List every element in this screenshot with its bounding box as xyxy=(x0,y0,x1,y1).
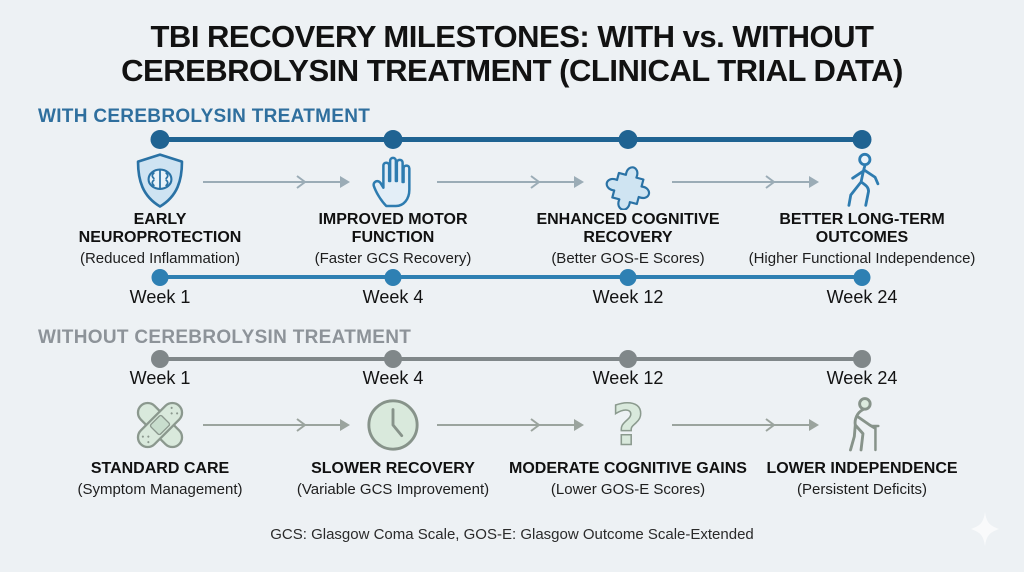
without-timeline-line xyxy=(160,357,864,361)
week-label: Week 12 xyxy=(592,287,664,307)
milestone-title: BETTER LONG-TERM OUTCOMES xyxy=(779,211,945,247)
timeline-dot xyxy=(852,130,872,149)
page-title-line2: CEREBROLYSIN TREATMENT (CLINICAL TRIAL D… xyxy=(121,53,903,89)
svg-text:?: ? xyxy=(612,394,645,456)
milestone-title: STANDARD CARE xyxy=(90,460,230,477)
week-dot xyxy=(619,269,637,286)
hand-icon xyxy=(348,151,438,211)
arrow-icon xyxy=(670,417,820,438)
milestone-label: MODERATE COGNITIVE GAINS (Lower GOS-E Sc… xyxy=(506,460,750,498)
arrow-icon xyxy=(435,174,585,195)
arrow-icon xyxy=(435,417,585,438)
milestone-title: ENHANCED COGNITIVE RECOVERY xyxy=(536,211,720,247)
page-title: TBI RECOVERY MILESTONES: WITH vs. WITHOU… xyxy=(0,19,1024,89)
milestone-subtitle: (Reduced Inflammation) xyxy=(79,250,241,268)
with-section-header: WITH CEREBROLYSIN TREATMENT xyxy=(38,106,371,127)
milestone-label: SLOWER RECOVERY (Variable GCS Improvemen… xyxy=(271,460,515,498)
timeline-dot xyxy=(618,130,638,149)
arrow-icon xyxy=(670,174,820,195)
sparkle-watermark-icon xyxy=(971,512,999,546)
question-mark-icon: ? xyxy=(583,393,673,457)
with-week-line xyxy=(160,275,864,279)
puzzle-piece-icon xyxy=(583,151,673,211)
week-label: Week 4 xyxy=(362,287,424,307)
week-label: Week 1 xyxy=(129,368,191,388)
milestone-subtitle: (Faster GCS Recovery) xyxy=(314,250,472,268)
week-label: Week 12 xyxy=(592,368,664,388)
timeline-dot xyxy=(853,350,871,368)
timeline-dot xyxy=(384,350,402,368)
milestone-label: STANDARD CARE (Symptom Management) xyxy=(38,460,282,498)
milestone-subtitle: (Lower GOS-E Scores) xyxy=(550,481,706,499)
week-dot xyxy=(853,269,871,286)
milestone-label: ENHANCED COGNITIVE RECOVERY (Better GOS-… xyxy=(506,211,750,267)
milestone-label: BETTER LONG-TERM OUTCOMES (Higher Functi… xyxy=(740,211,984,267)
arrow-icon xyxy=(201,417,351,438)
milestone-subtitle: (Symptom Management) xyxy=(77,481,243,499)
abbreviation-footnote: GCS: Glasgow Coma Scale, GOS-E: Glasgow … xyxy=(270,526,754,543)
timeline-dot xyxy=(619,350,637,368)
week-dot xyxy=(151,269,169,286)
shield-brain-icon xyxy=(115,151,205,211)
week-label: Week 4 xyxy=(362,368,424,388)
week-label: Week 24 xyxy=(826,287,898,307)
with-timeline-line xyxy=(160,137,864,142)
milestone-title: SLOWER RECOVERY xyxy=(311,460,475,477)
milestone-label: IMPROVED MOTOR FUNCTION (Faster GCS Reco… xyxy=(271,211,515,267)
milestone-title: MODERATE COGNITIVE GAINS xyxy=(509,460,747,477)
milestone-subtitle: (Higher Functional Independence) xyxy=(748,250,976,268)
arrow-icon xyxy=(201,174,351,195)
timeline-dot xyxy=(150,130,170,149)
milestone-title: LOWER INDEPENDENCE xyxy=(766,460,958,477)
milestone-subtitle: (Better GOS-E Scores) xyxy=(551,250,705,268)
milestone-title: IMPROVED MOTOR FUNCTION xyxy=(318,211,468,247)
milestone-title: EARLY NEUROPROTECTION xyxy=(78,211,242,247)
timeline-dot xyxy=(383,130,403,149)
milestone-subtitle: (Persistent Deficits) xyxy=(796,481,928,499)
week-label: Week 24 xyxy=(826,368,898,388)
elderly-person-cane-icon xyxy=(817,393,907,457)
walking-person-icon xyxy=(817,151,907,211)
page-title-line1: TBI RECOVERY MILESTONES: WITH vs. WITHOU… xyxy=(150,19,874,54)
milestone-label: EARLY NEUROPROTECTION (Reduced Inflammat… xyxy=(38,211,282,267)
without-section-header: WITHOUT CEREBROLYSIN TREATMENT xyxy=(38,327,412,348)
week-dot xyxy=(384,269,402,286)
clock-icon xyxy=(348,393,438,457)
timeline-dot xyxy=(151,350,169,368)
crossed-bandage-icon xyxy=(115,393,205,457)
milestone-label: LOWER INDEPENDENCE (Persistent Deficits) xyxy=(740,460,984,498)
milestone-subtitle: (Variable GCS Improvement) xyxy=(296,481,490,499)
week-label: Week 1 xyxy=(129,287,191,307)
